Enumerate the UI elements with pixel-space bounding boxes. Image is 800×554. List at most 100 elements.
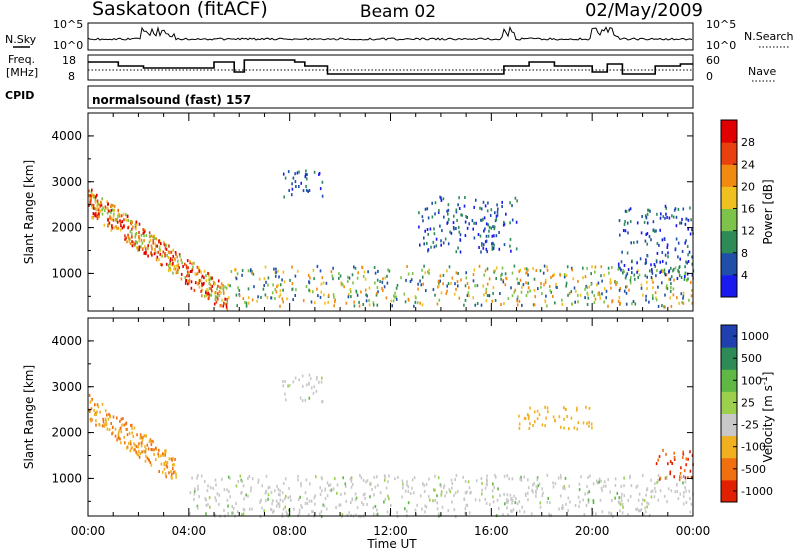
data-cell (645, 493, 647, 497)
data-cell (473, 205, 475, 209)
velocity-ylabel: Slant Range [km] (22, 365, 36, 469)
data-cell (534, 420, 536, 424)
data-cell (312, 510, 314, 514)
data-cell (618, 219, 621, 223)
data-cell (493, 270, 495, 274)
data-cell (336, 483, 339, 487)
data-cell (276, 484, 278, 488)
data-cell (154, 251, 157, 255)
data-cell (552, 274, 554, 278)
data-cell (253, 285, 255, 289)
data-cell (425, 289, 427, 293)
data-cell (440, 291, 443, 295)
data-cell (624, 220, 626, 223)
data-cell (584, 287, 586, 291)
data-cell (542, 271, 545, 275)
data-cell (316, 375, 318, 379)
data-cell (503, 220, 505, 224)
data-cell (189, 260, 191, 264)
data-cell (487, 201, 489, 205)
data-cell (678, 270, 680, 274)
data-cell (174, 458, 176, 461)
data-cell (430, 245, 432, 249)
data-cell (511, 218, 514, 222)
data-cell (527, 290, 529, 294)
data-cell (209, 293, 211, 297)
colorbar-tick-label: 1000 (741, 330, 769, 343)
data-cell (198, 268, 200, 272)
data-cell (608, 511, 610, 515)
data-cell (177, 271, 179, 274)
data-cell (150, 463, 153, 467)
data-cell (682, 494, 685, 498)
data-cell (138, 239, 141, 243)
data-cell (443, 215, 445, 219)
data-cell (397, 476, 399, 479)
data-cell (158, 240, 160, 244)
data-cell (259, 499, 262, 503)
data-cell (516, 299, 518, 303)
data-cell (488, 229, 490, 233)
data-cell (122, 212, 125, 216)
data-cell (590, 422, 593, 426)
data-cell (409, 492, 412, 495)
data-cell (276, 285, 278, 289)
data-cell (549, 501, 551, 505)
data-cell (155, 458, 157, 462)
data-cell (367, 270, 369, 274)
data-cell (468, 511, 471, 515)
data-cell (515, 220, 518, 224)
data-cell (168, 269, 170, 273)
data-cell (623, 222, 626, 226)
data-cell (112, 415, 115, 419)
data-cell (420, 283, 423, 287)
data-cell (308, 381, 310, 385)
data-cell (407, 490, 410, 493)
data-cell (689, 232, 692, 236)
data-cell (223, 291, 225, 295)
data-cell (318, 171, 321, 175)
noise-tick-bottom-left: 10^0 (53, 39, 83, 52)
data-cell (691, 262, 693, 266)
data-cell (166, 254, 168, 257)
data-cell (492, 482, 494, 486)
data-cell (626, 285, 628, 289)
data-cell (308, 373, 311, 377)
data-cell (134, 242, 136, 246)
data-cell (605, 289, 608, 293)
data-cell (685, 463, 687, 467)
data-cell (306, 502, 309, 505)
data-cell (284, 176, 287, 180)
data-cell (98, 205, 101, 209)
data-cell (96, 207, 99, 211)
data-cell (296, 269, 299, 273)
data-cell (659, 489, 662, 493)
data-cell (279, 493, 281, 497)
data-cell (424, 229, 426, 233)
data-cell (216, 296, 219, 300)
data-cell (169, 258, 172, 262)
data-cell (441, 229, 443, 233)
data-cell (208, 287, 211, 290)
data-cell (668, 269, 671, 273)
data-cell (138, 442, 140, 446)
data-cell (138, 222, 141, 226)
data-cell (305, 185, 307, 188)
data-cell (123, 224, 125, 228)
data-cell (513, 290, 516, 294)
data-cell (107, 202, 109, 206)
data-cell (591, 290, 594, 294)
data-cell (637, 269, 639, 273)
data-cell (666, 284, 668, 288)
data-cell (604, 484, 607, 488)
data-cell (636, 507, 639, 511)
data-cell (108, 221, 111, 225)
data-cell (491, 299, 494, 303)
data-cell (414, 300, 417, 304)
data-cell (364, 492, 366, 496)
data-cell (248, 475, 251, 478)
data-cell (266, 296, 269, 300)
data-cell (138, 231, 140, 234)
freq-label-line1: Freq. (8, 53, 35, 66)
freq-label-line2: [MHz] (6, 66, 38, 79)
